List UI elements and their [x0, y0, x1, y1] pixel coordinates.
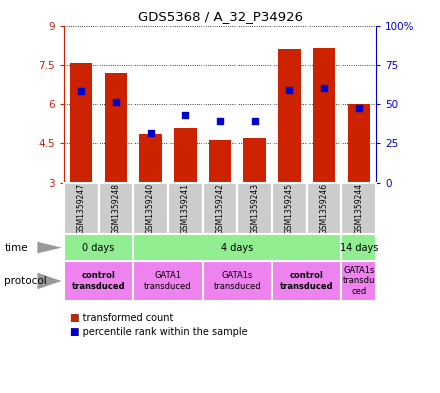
Bar	[341, 183, 376, 234]
Point	[112, 98, 119, 105]
Text: GSM1359246: GSM1359246	[319, 183, 329, 234]
Point	[356, 105, 363, 111]
Bar	[341, 261, 376, 301]
Bar	[105, 73, 127, 183]
Text: GSM1359245: GSM1359245	[285, 183, 294, 234]
Bar	[168, 183, 203, 234]
Point	[147, 130, 154, 136]
Point	[182, 112, 189, 118]
Bar	[209, 140, 231, 183]
Polygon shape	[37, 273, 62, 289]
Text: GSM1359244: GSM1359244	[354, 183, 363, 234]
Text: GDS5368 / A_32_P34926: GDS5368 / A_32_P34926	[138, 10, 303, 23]
Bar	[341, 234, 376, 261]
Bar	[133, 234, 341, 261]
Point	[321, 85, 328, 92]
Text: ■: ■	[69, 313, 78, 323]
Text: control
transduced: control transduced	[280, 271, 334, 291]
Text: 4 days: 4 days	[221, 242, 253, 253]
Bar	[64, 183, 99, 234]
Bar	[313, 48, 335, 183]
Bar	[139, 134, 162, 183]
Text: GSM1359247: GSM1359247	[77, 183, 86, 234]
Text: protocol: protocol	[4, 276, 47, 286]
Text: time: time	[4, 242, 28, 253]
Text: GSM1359242: GSM1359242	[216, 183, 224, 234]
Bar	[278, 49, 301, 183]
Text: GSM1359243: GSM1359243	[250, 183, 259, 234]
Text: 0 days: 0 days	[82, 242, 115, 253]
Text: GSM1359241: GSM1359241	[181, 183, 190, 234]
Polygon shape	[37, 242, 62, 253]
Point	[216, 118, 224, 124]
Point	[77, 88, 84, 94]
Bar	[64, 261, 133, 301]
Text: GATA1s
transdu
ced: GATA1s transdu ced	[343, 266, 375, 296]
Bar	[133, 183, 168, 234]
Text: GSM1359248: GSM1359248	[111, 183, 121, 234]
Text: 14 days: 14 days	[340, 242, 378, 253]
Text: GSM1359240: GSM1359240	[146, 183, 155, 234]
Point	[286, 86, 293, 93]
Bar	[307, 183, 341, 234]
Text: GATA1s
transduced: GATA1s transduced	[213, 271, 261, 291]
Text: ■ transformed count: ■ transformed count	[64, 313, 173, 323]
Bar	[203, 261, 272, 301]
Point	[251, 118, 258, 124]
Bar	[237, 183, 272, 234]
Text: ■ percentile rank within the sample: ■ percentile rank within the sample	[64, 327, 247, 337]
Bar	[70, 63, 92, 183]
Bar	[64, 234, 133, 261]
Bar	[348, 104, 370, 183]
Text: ■: ■	[69, 327, 78, 337]
Bar	[272, 183, 307, 234]
Bar	[203, 183, 237, 234]
Bar	[174, 128, 197, 183]
Bar	[243, 138, 266, 183]
Bar	[272, 261, 341, 301]
Text: control
transduced: control transduced	[72, 271, 125, 291]
Text: GATA1
transduced: GATA1 transduced	[144, 271, 192, 291]
Bar	[99, 183, 133, 234]
Bar	[133, 261, 203, 301]
